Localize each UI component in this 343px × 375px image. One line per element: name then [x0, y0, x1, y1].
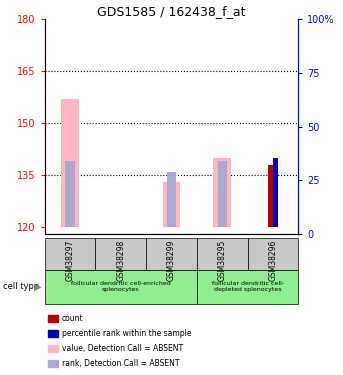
Text: rank, Detection Call = ABSENT: rank, Detection Call = ABSENT — [62, 359, 179, 368]
Text: GSM38297: GSM38297 — [66, 240, 74, 281]
Title: GDS1585 / 162438_f_at: GDS1585 / 162438_f_at — [97, 4, 246, 18]
Bar — [61, 99, 79, 227]
Bar — [268, 165, 273, 227]
Text: GSM38298: GSM38298 — [116, 240, 125, 281]
Bar — [213, 158, 231, 227]
Bar — [167, 172, 176, 227]
Text: ▶: ▶ — [34, 282, 41, 292]
Bar — [163, 182, 180, 227]
Text: GSM38296: GSM38296 — [269, 240, 277, 281]
Text: cell type: cell type — [3, 282, 39, 291]
Text: GSM38299: GSM38299 — [167, 240, 176, 281]
Text: follicular dendritic cell-enriched
splenocytes: follicular dendritic cell-enriched splen… — [71, 282, 170, 292]
Bar — [66, 161, 74, 227]
Bar — [273, 158, 278, 227]
Text: count: count — [62, 314, 83, 323]
Text: GSM38295: GSM38295 — [218, 240, 227, 281]
Bar — [218, 161, 227, 227]
Text: percentile rank within the sample: percentile rank within the sample — [62, 329, 191, 338]
Text: value, Detection Call = ABSENT: value, Detection Call = ABSENT — [62, 344, 183, 353]
Text: follicular dendritic cell-
depleted splenocytes: follicular dendritic cell- depleted sple… — [212, 282, 284, 292]
